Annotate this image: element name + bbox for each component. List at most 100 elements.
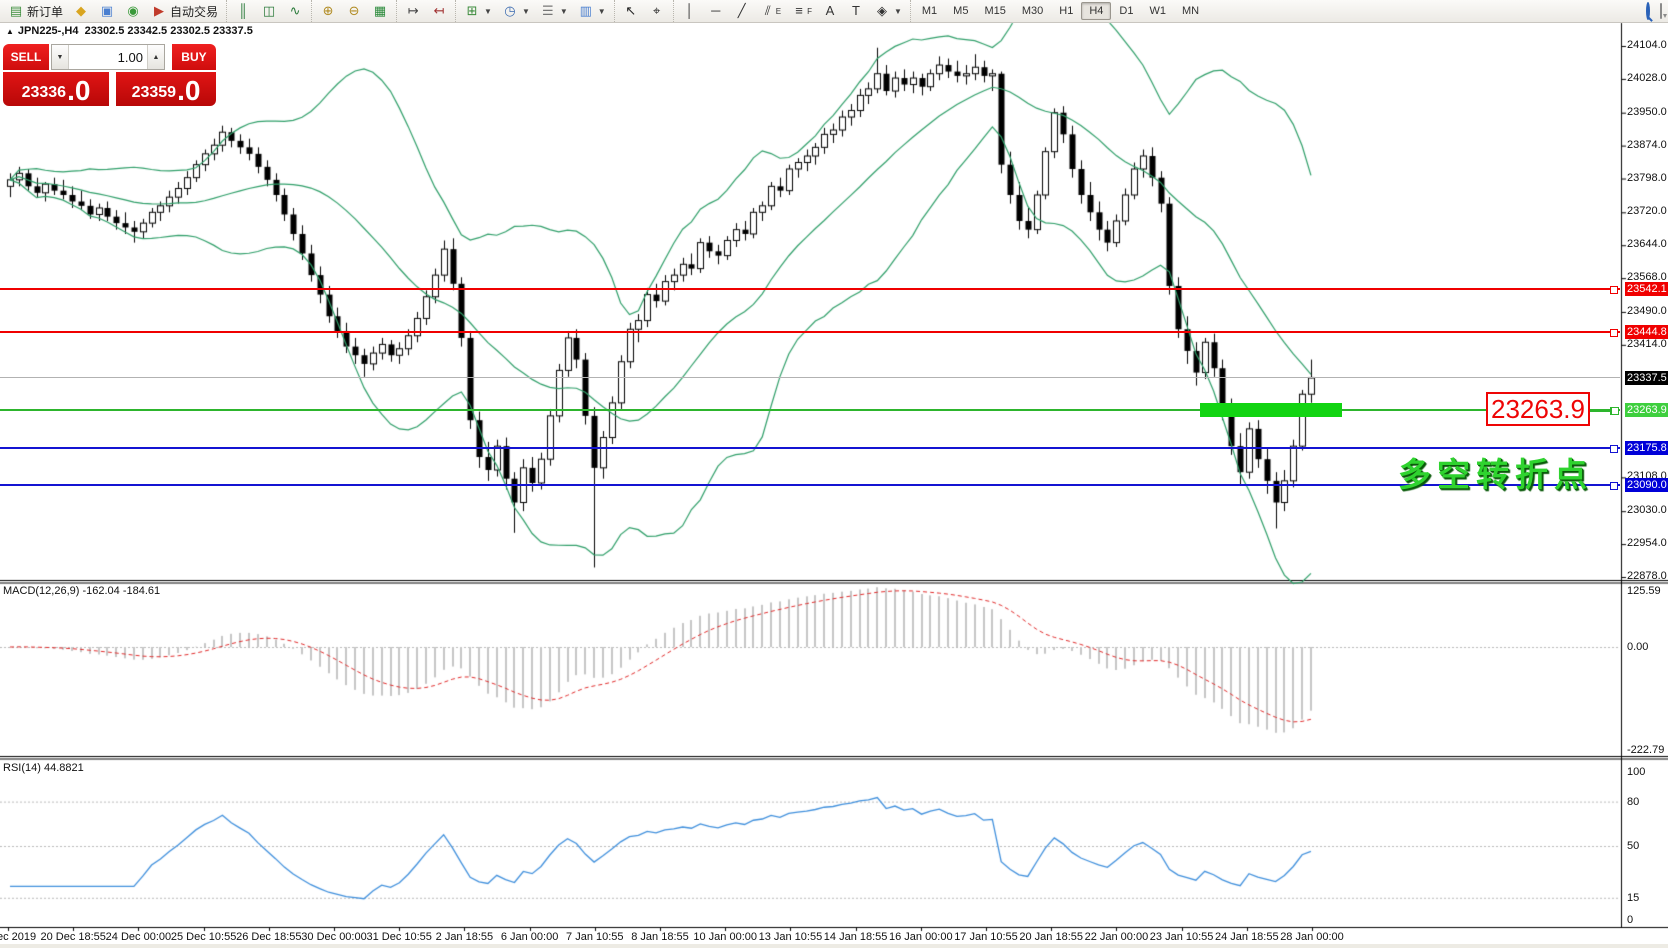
rsi-axis-tick: 100 <box>1627 766 1646 778</box>
candlestick-button[interactable]: ◫ <box>257 2 281 20</box>
text-label-button[interactable]: T <box>844 2 868 20</box>
horizontal-level-line[interactable] <box>0 484 1620 487</box>
timeframe-toolbar: M1 M5 M15 M30 H1 H4 D1 W1 MN <box>909 0 1210 22</box>
trendline-button[interactable]: ╱ <box>730 2 754 20</box>
horizontal-level-line[interactable] <box>0 408 1620 411</box>
signals-icon-icon: ◉ <box>127 3 139 18</box>
indicators-button[interactable]: ☰ ▼ <box>536 2 572 20</box>
price-axis-tick: 23030.0 <box>1627 504 1667 517</box>
shapes-button[interactable]: ◈ ▼ <box>870 2 906 20</box>
profiles-button[interactable]: ◷ ▼ <box>498 2 534 20</box>
timeframe-h1-button[interactable]: H1 <box>1059 5 1074 17</box>
price-axis-tick: 24104.0 <box>1627 39 1667 51</box>
chevron-down-icon[interactable]: ▼ <box>521 6 530 16</box>
zoom-in-button[interactable]: ⊕ <box>316 2 340 20</box>
chart-shift-button[interactable]: ↦ <box>401 2 425 20</box>
volume-increase-button[interactable]: ▲ <box>146 45 164 69</box>
sell-price-main: 23336 <box>21 84 67 101</box>
chat-icon[interactable] <box>1660 3 1662 19</box>
horizontal-line-button[interactable]: ─ <box>704 2 728 20</box>
price-axis-badge: 23337.5 <box>1625 370 1668 385</box>
volume-input[interactable]: 1.00 <box>117 49 143 65</box>
bar-chart-button[interactable]: ║ <box>231 2 255 20</box>
turning-point-annotation[interactable]: 多空转折点 <box>1398 456 1593 493</box>
autotrade-button[interactable]: ▶ 自动交易 <box>147 2 222 21</box>
price-axis-tick: 23490.0 <box>1627 304 1667 317</box>
mql5-community-icon-icon: ◆ <box>76 3 87 18</box>
timeframe-m30-button[interactable]: M30 <box>1021 5 1044 17</box>
one-click-trading-panel: SELL ▼ 1.00 ▲ BUY 23336 .0 23359 .0 <box>3 44 216 106</box>
price-callout-box[interactable]: 23263.9 <box>1486 392 1590 426</box>
price-axis-badge: 23444.8 <box>1625 324 1668 339</box>
fibonacci-button[interactable]: ≡ F <box>787 2 816 20</box>
toolbar-group: ║ ◫ ∿ <box>226 0 311 22</box>
chevron-down-icon[interactable]: ▼ <box>893 6 902 16</box>
tile-windows-button[interactable]: ▦ <box>368 2 392 20</box>
crosshair-button[interactable]: ⌖ <box>645 2 669 20</box>
horizontal-level-line[interactable] <box>0 377 1620 379</box>
timeframe-mn-button[interactable]: MN <box>1181 5 1200 17</box>
line-end-square <box>1610 445 1618 454</box>
buy-price[interactable]: 23359 .0 <box>116 72 216 106</box>
timeframe-w1-button[interactable]: W1 <box>1149 5 1166 17</box>
highlight-rectangle[interactable] <box>1200 402 1342 417</box>
mql5-community-icon[interactable]: ◆ <box>69 2 93 20</box>
macd-signal-value: -184.61 <box>122 585 161 597</box>
price-axis-tick: 23874.0 <box>1627 138 1667 151</box>
zoom-out-button[interactable]: ⊖ <box>342 2 366 20</box>
horizontal-level-line[interactable] <box>0 447 1620 450</box>
time-axis-label: 7 Jan 10:55 <box>566 931 624 943</box>
time-axis-label: 23 Jan 10:55 <box>1149 931 1214 943</box>
timeframe-m1-button[interactable]: M1 <box>921 5 938 17</box>
sell-price[interactable]: 23336 .0 <box>3 72 109 106</box>
line-end-square <box>1610 482 1618 491</box>
timeframe-h4-button[interactable]: H4 <box>1081 2 1112 20</box>
chart-shift-icon: ↦ <box>407 3 419 18</box>
toolbar-group: ↦ ↤ <box>396 0 455 22</box>
time-axis-label: 24 Dec 00:00 <box>105 931 172 943</box>
bar-chart-icon: ║ <box>238 3 248 18</box>
signals-icon[interactable]: ◉ <box>121 2 145 20</box>
charts-window-icon[interactable]: ▣ <box>95 2 119 20</box>
time-axis-label: 13 Jan 10:55 <box>758 931 823 943</box>
horizontal-level-line[interactable] <box>0 288 1620 291</box>
time-axis-label: 20 Dec 18:55 <box>40 931 106 943</box>
timeframe-m15-button[interactable]: M15 <box>984 5 1006 17</box>
collapse-panel-icon[interactable]: ▲ <box>6 27 14 36</box>
price-axis-tick: 23644.0 <box>1627 238 1667 251</box>
timeframe-m5-button[interactable]: M5 <box>953 5 969 17</box>
horizontal-line-icon: ─ <box>711 3 721 18</box>
volume-decrease-button[interactable]: ▼ <box>51 45 69 69</box>
chevron-down-icon[interactable]: ▼ <box>484 6 492 16</box>
cursor-button[interactable]: ↖ <box>619 2 643 20</box>
price-axis-tick: 23798.0 <box>1627 171 1667 184</box>
sell-button[interactable]: SELL <box>3 44 49 70</box>
line-chart-icon: ∿ <box>289 3 301 18</box>
equidistant-channel-button[interactable]: ⫽ E <box>756 2 785 20</box>
new-chart-button[interactable]: ⊞ ▼ <box>460 2 496 20</box>
macd-axis-tick: 0.00 <box>1627 641 1649 653</box>
horizontal-level-line[interactable] <box>0 330 1620 333</box>
price-axis-tick: 23720.0 <box>1627 205 1667 218</box>
search-icon[interactable] <box>1646 2 1650 20</box>
text-button[interactable]: A <box>818 2 842 20</box>
timeframe-d1-button[interactable]: D1 <box>1119 5 1134 17</box>
price-axis-badge: 23090.0 <box>1625 478 1668 493</box>
buy-button[interactable]: BUY <box>171 44 216 70</box>
cursor-icon: ↖ <box>625 3 637 18</box>
templates-icon: ▥ <box>579 3 592 18</box>
vertical-line-button[interactable]: │ <box>678 2 702 20</box>
toolbar-group: ▤ 新订单 ◆ ▣ ◉ ▶ 自动交易 <box>0 0 226 22</box>
symbol-label: JPN225-,H4 <box>17 25 79 37</box>
chevron-down-icon[interactable]: ▼ <box>559 6 568 16</box>
chevron-down-icon[interactable]: ▼ <box>597 6 606 16</box>
profiles-icon: ◷ <box>504 3 516 18</box>
auto-scroll-button[interactable]: ↤ <box>427 2 451 20</box>
rsi-axis-tick: 50 <box>1627 840 1640 852</box>
callout-connector-line <box>1590 410 1612 412</box>
templates-button[interactable]: ▥ ▼ <box>574 2 610 20</box>
macd-axis-tick: -222.79 <box>1627 743 1665 756</box>
new-order-button[interactable]: ▤ 新订单 <box>4 2 67 21</box>
line-chart-button[interactable]: ∿ <box>283 2 307 20</box>
